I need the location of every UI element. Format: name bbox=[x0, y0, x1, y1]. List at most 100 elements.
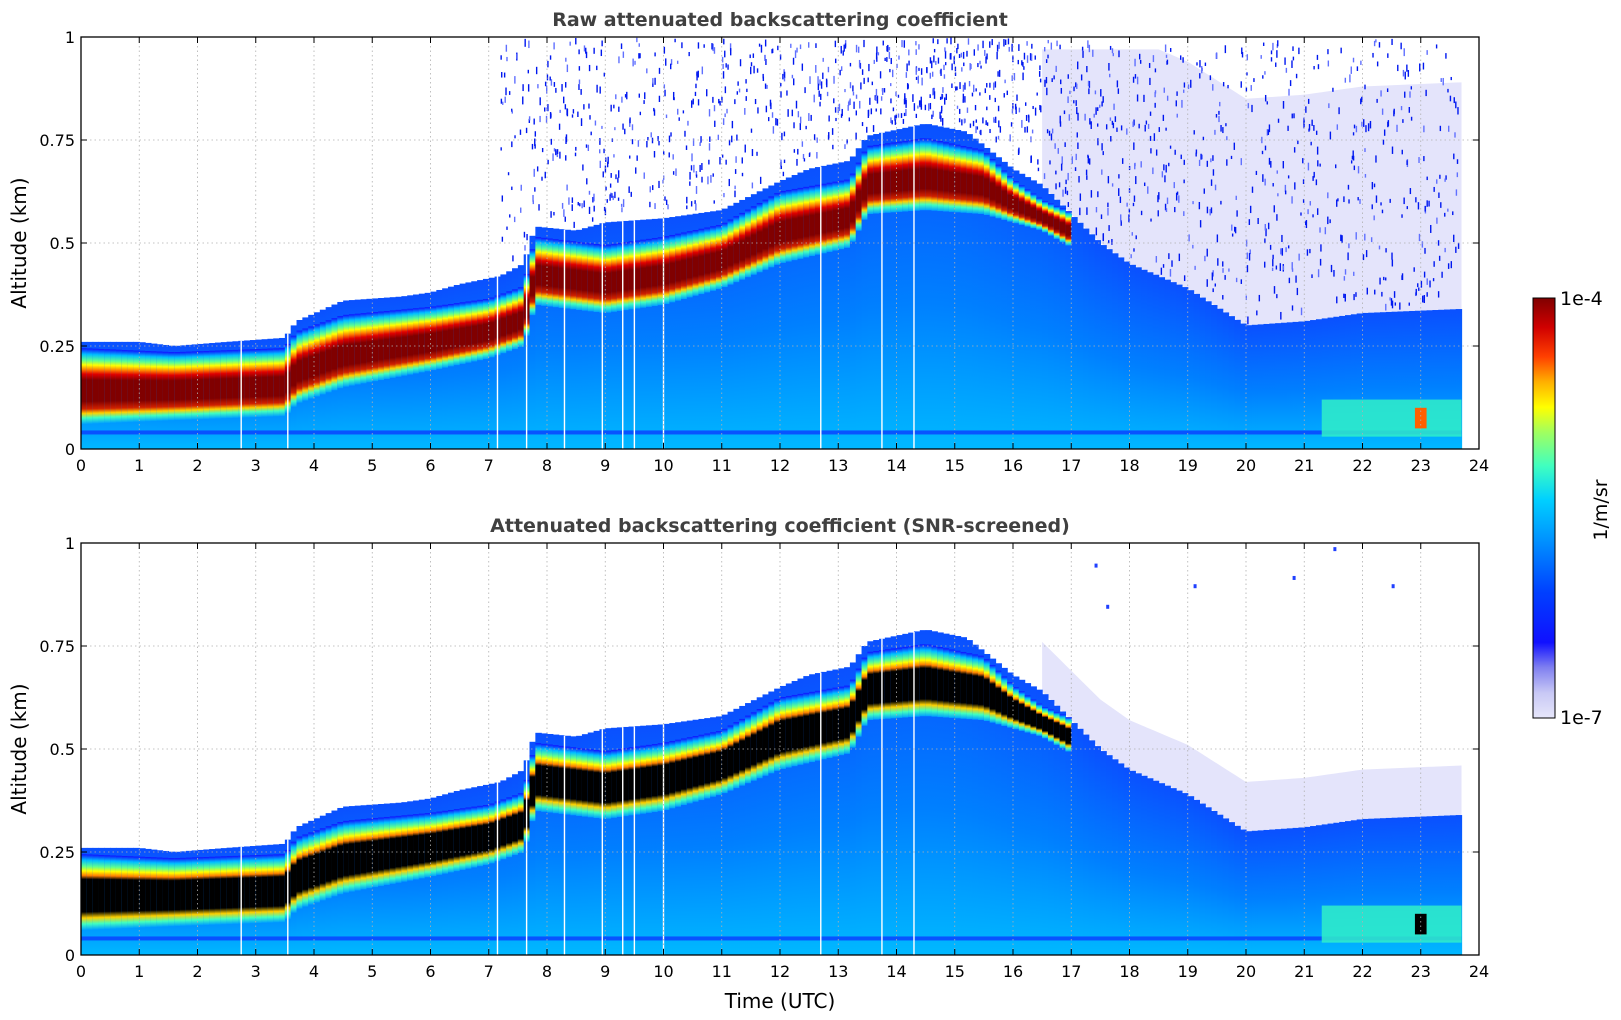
noise-speck bbox=[571, 204, 573, 211]
noise-speck bbox=[810, 114, 812, 121]
noise-speck bbox=[1307, 98, 1310, 104]
noise-speck bbox=[1356, 66, 1359, 71]
aerosol-band-column bbox=[442, 810, 449, 874]
aerosol-band-column bbox=[244, 855, 251, 924]
boundary-layer-column bbox=[913, 125, 921, 449]
noise-speck bbox=[1183, 159, 1185, 165]
noise-speck bbox=[615, 94, 617, 100]
noise-speck bbox=[1410, 86, 1413, 90]
aerosol-band-column bbox=[972, 654, 979, 720]
aerosol-band-column bbox=[552, 239, 560, 308]
aerosol-band-column bbox=[209, 350, 216, 419]
aerosol-band-column bbox=[81, 348, 88, 425]
noise-speck bbox=[654, 203, 656, 210]
noise-speck bbox=[1190, 79, 1192, 88]
noise-speck bbox=[1408, 107, 1411, 113]
boundary-layer-column bbox=[931, 125, 938, 449]
noise-speck bbox=[1261, 136, 1263, 144]
noise-speck bbox=[714, 120, 716, 127]
noise-speck bbox=[539, 115, 541, 123]
boundary-layer-column bbox=[704, 718, 711, 955]
noise-speck bbox=[848, 117, 851, 122]
x-tick-label: 1 bbox=[134, 456, 144, 475]
aerosol-band-column bbox=[814, 184, 822, 255]
noise-speck bbox=[723, 192, 725, 198]
aerosol-band-column bbox=[774, 193, 781, 265]
noise-speck bbox=[832, 144, 834, 150]
noise-speck bbox=[780, 165, 783, 170]
noise-speck bbox=[1040, 105, 1042, 113]
noise-speck bbox=[620, 43, 623, 49]
noise-speck bbox=[1034, 107, 1037, 116]
noise-speck bbox=[1413, 267, 1415, 272]
noise-speck bbox=[658, 180, 660, 189]
noise-speck bbox=[632, 58, 634, 67]
noise-speck bbox=[545, 115, 548, 123]
noise-speck bbox=[1182, 57, 1184, 63]
aerosol-band-column bbox=[1030, 699, 1037, 735]
aerosol-band-column bbox=[593, 244, 601, 313]
aerosol-band-column bbox=[570, 241, 577, 310]
noise-speck bbox=[1423, 125, 1425, 133]
x-tick-label: 3 bbox=[251, 962, 261, 981]
noise-speck bbox=[1317, 64, 1320, 70]
aerosol-band-column bbox=[686, 737, 694, 804]
noise-speck bbox=[522, 84, 524, 92]
boundary-layer-column bbox=[482, 784, 490, 955]
boundary-layer-column bbox=[1071, 217, 1078, 449]
y-tick-label: 0.5 bbox=[50, 234, 75, 253]
aerosol-band-column bbox=[319, 828, 327, 901]
boundary-layer-column bbox=[581, 734, 589, 955]
noise-speck bbox=[688, 51, 690, 57]
aerosol-band-column bbox=[576, 241, 583, 310]
noise-speck bbox=[1415, 288, 1417, 296]
aerosol-band-column bbox=[750, 712, 758, 781]
noise-speck bbox=[697, 42, 700, 49]
plot-area bbox=[81, 37, 1463, 449]
boundary-layer-column bbox=[978, 143, 985, 449]
y-axis-label: Altitude (km) bbox=[7, 683, 31, 814]
boundary-layer-column bbox=[1397, 817, 1404, 955]
boundary-layer-column bbox=[820, 671, 828, 955]
noise-speck bbox=[1037, 167, 1040, 172]
noise-speck bbox=[817, 76, 819, 84]
aerosol-band-column bbox=[552, 745, 560, 814]
aerosol-band-column bbox=[576, 747, 583, 816]
noise-speck bbox=[663, 84, 666, 89]
boundary-layer-column bbox=[1059, 205, 1067, 449]
aerosol-band-column bbox=[710, 226, 717, 291]
boundary-layer-column bbox=[1350, 314, 1358, 449]
noise-speck bbox=[573, 221, 575, 228]
aerosol-band-column bbox=[150, 351, 158, 422]
boundary-layer-column bbox=[1216, 814, 1224, 955]
noise-speck bbox=[1287, 175, 1290, 179]
boundary-layer-column bbox=[1449, 309, 1457, 449]
noise-speck bbox=[1097, 138, 1099, 146]
boundary-layer-column bbox=[1001, 667, 1008, 955]
noise-speck bbox=[590, 131, 592, 136]
noise-speck bbox=[1174, 149, 1176, 155]
noise-speck bbox=[1433, 186, 1435, 192]
noise-speck bbox=[650, 132, 652, 138]
noise-speck bbox=[1164, 203, 1167, 211]
noise-speck bbox=[1391, 300, 1394, 309]
aerosol-band-column bbox=[506, 797, 513, 858]
noise-speck bbox=[867, 77, 869, 83]
noise-speck bbox=[827, 135, 830, 140]
boundary-layer-column bbox=[1077, 728, 1084, 955]
noise-speck bbox=[1211, 272, 1214, 281]
boundary-layer-column bbox=[1053, 705, 1061, 955]
boundary-layer-column bbox=[628, 220, 635, 449]
aerosol-band-column bbox=[809, 185, 816, 257]
noise-speck bbox=[555, 87, 557, 93]
boundary-layer-column bbox=[838, 668, 845, 955]
x-tick-label: 17 bbox=[1061, 456, 1081, 475]
aerosol-band-column bbox=[616, 749, 624, 817]
noise-speck bbox=[578, 49, 580, 55]
boundary-layer-column bbox=[447, 286, 455, 449]
noise-speck bbox=[1088, 88, 1090, 95]
noise-speck bbox=[1233, 142, 1236, 150]
noise-speck bbox=[1440, 78, 1442, 82]
noise-speck bbox=[599, 138, 601, 145]
x-tick-label: 3 bbox=[251, 456, 261, 475]
